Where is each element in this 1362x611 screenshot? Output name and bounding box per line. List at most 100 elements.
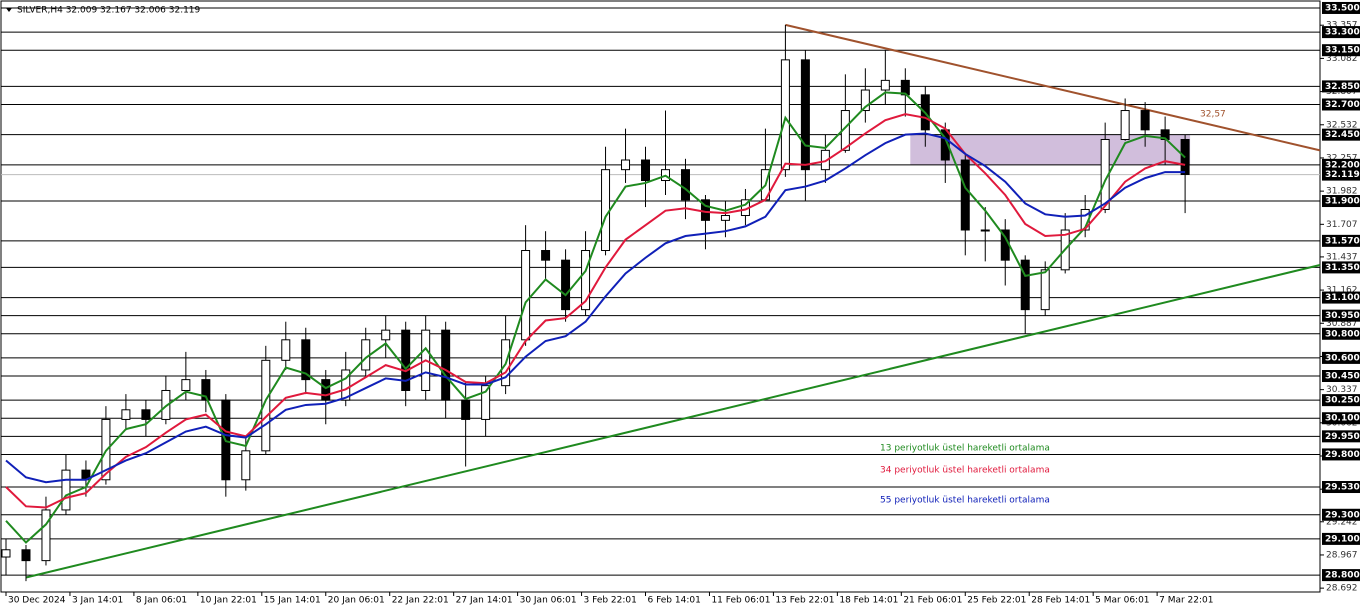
level-label-box (1322, 448, 1360, 461)
candle-body (641, 159, 651, 182)
annotation: 32,57 (1200, 110, 1226, 120)
y-tick-label: 31.437 (1326, 252, 1358, 262)
candle-body (1, 549, 11, 558)
level-label: 29.100 (1325, 534, 1360, 544)
y-tick-label: 33.082 (1326, 54, 1358, 64)
candle-body (121, 409, 131, 420)
candle-body (141, 409, 151, 420)
level-label: 32.200 (1325, 160, 1360, 170)
level-label-box (1322, 481, 1360, 494)
zone (910, 134, 1191, 165)
x-tick-label: 3 Feb 22:01 (584, 596, 637, 606)
x-tick-label: 7 Mar 22:01 (1159, 596, 1213, 606)
level-label: 32.450 (1325, 130, 1360, 140)
trend-line (785, 23, 1321, 152)
candle-body (181, 379, 191, 391)
x-tick-label: 3 Jan 14:01 (72, 596, 123, 606)
y-tick-label: 32.532 (1326, 120, 1358, 130)
candle-body (860, 89, 870, 112)
candle-body (381, 329, 391, 341)
candle-body (301, 339, 311, 381)
x-tick-label: 25 Feb 22:01 (967, 596, 1026, 606)
candle-body (281, 339, 291, 361)
x-tick-label: 18 Feb 14:01 (839, 596, 898, 606)
x-tick-label: 30 Dec 2024 (8, 596, 66, 606)
candle-body (621, 159, 631, 171)
level-label: 32.700 (1325, 100, 1360, 110)
plot-frame (0, 0, 1321, 593)
x-tick-label: 28 Feb 14:01 (1031, 596, 1090, 606)
candle-body (461, 399, 471, 420)
current-price-box (1322, 168, 1360, 181)
x-tick-label: 8 Jan 06:01 (136, 596, 187, 606)
y-tick-label: 30.337 (1326, 385, 1358, 395)
candle-body (880, 79, 890, 91)
candle-body (800, 59, 810, 171)
level-label: 30.950 (1325, 311, 1360, 321)
legend-entry: 34 periyotluk üstel hareketli ortalama (880, 466, 1050, 476)
level-label-box (1322, 158, 1360, 171)
x-tick-label: 22 Jan 22:01 (392, 596, 449, 606)
level-label-box (1322, 128, 1360, 141)
x-tick-label: 20 Jan 06:01 (328, 596, 385, 606)
level-label: 33.500 (1325, 3, 1360, 13)
candle-body (820, 149, 830, 171)
y-tick-label: 28.967 (1326, 550, 1358, 560)
level-label-box (1322, 569, 1360, 582)
candle-body (1140, 110, 1150, 131)
level-label-box (1322, 26, 1360, 39)
x-tick-label: 27 Jan 14:01 (456, 596, 513, 606)
candle-body (1040, 269, 1050, 311)
x-tick-label: 6 Feb 14:01 (648, 596, 701, 606)
x-tick-label: 5 Mar 06:01 (1095, 596, 1149, 606)
x-tick-label: 11 Feb 06:01 (711, 596, 770, 606)
level-label: 33.300 (1325, 28, 1360, 38)
level-label: 31.350 (1325, 263, 1360, 273)
y-tick-label: 31.707 (1326, 220, 1358, 230)
menu-triangle (6, 8, 12, 12)
ema-line (5, 91, 1186, 544)
chart-title: SILVER,H4 32.009 32.167 32.006 32.119 (17, 6, 201, 16)
level-label: 30.250 (1325, 396, 1360, 406)
level-label-box (1322, 44, 1360, 57)
level-label-box (1322, 261, 1360, 274)
candle-body (1020, 259, 1030, 311)
level-label-box (1322, 234, 1360, 247)
y-tick-label: 31.982 (1326, 187, 1358, 197)
level-label-box (1322, 430, 1360, 443)
candle-body (41, 509, 51, 562)
level-label-box (1322, 80, 1360, 93)
candle-body (341, 369, 351, 401)
level-label-box (1322, 351, 1360, 364)
candle-body (960, 159, 970, 231)
level-label: 33.150 (1325, 46, 1360, 56)
level-label: 32.850 (1325, 82, 1360, 92)
level-label-box (1322, 508, 1360, 521)
x-tick-label: 21 Feb 06:01 (903, 596, 962, 606)
y-tick-label: 30.887 (1326, 319, 1358, 329)
level-label-box (1322, 394, 1360, 407)
x-tick-label: 13 Feb 22:01 (775, 596, 834, 606)
candle-body (980, 229, 990, 232)
candle-body (601, 169, 611, 252)
level-label-box (1322, 291, 1360, 304)
y-tick-label: 32.257 (1326, 153, 1358, 163)
level-label-box (1322, 532, 1360, 545)
candle-body (680, 169, 690, 201)
level-label: 28.800 (1325, 571, 1360, 581)
candle-body (561, 259, 571, 311)
candle-body (61, 469, 71, 511)
candle-body (541, 250, 551, 261)
level-label-box (1322, 309, 1360, 322)
level-label-box (1322, 370, 1360, 383)
level-label: 29.800 (1325, 450, 1360, 460)
candle-body (1120, 110, 1130, 140)
level-label: 29.950 (1325, 432, 1360, 442)
candle-body (521, 250, 531, 341)
candle-body (201, 379, 211, 401)
y-tick-label: 29.242 (1326, 517, 1358, 527)
level-label: 29.300 (1325, 510, 1360, 520)
level-label-box (1322, 195, 1360, 208)
